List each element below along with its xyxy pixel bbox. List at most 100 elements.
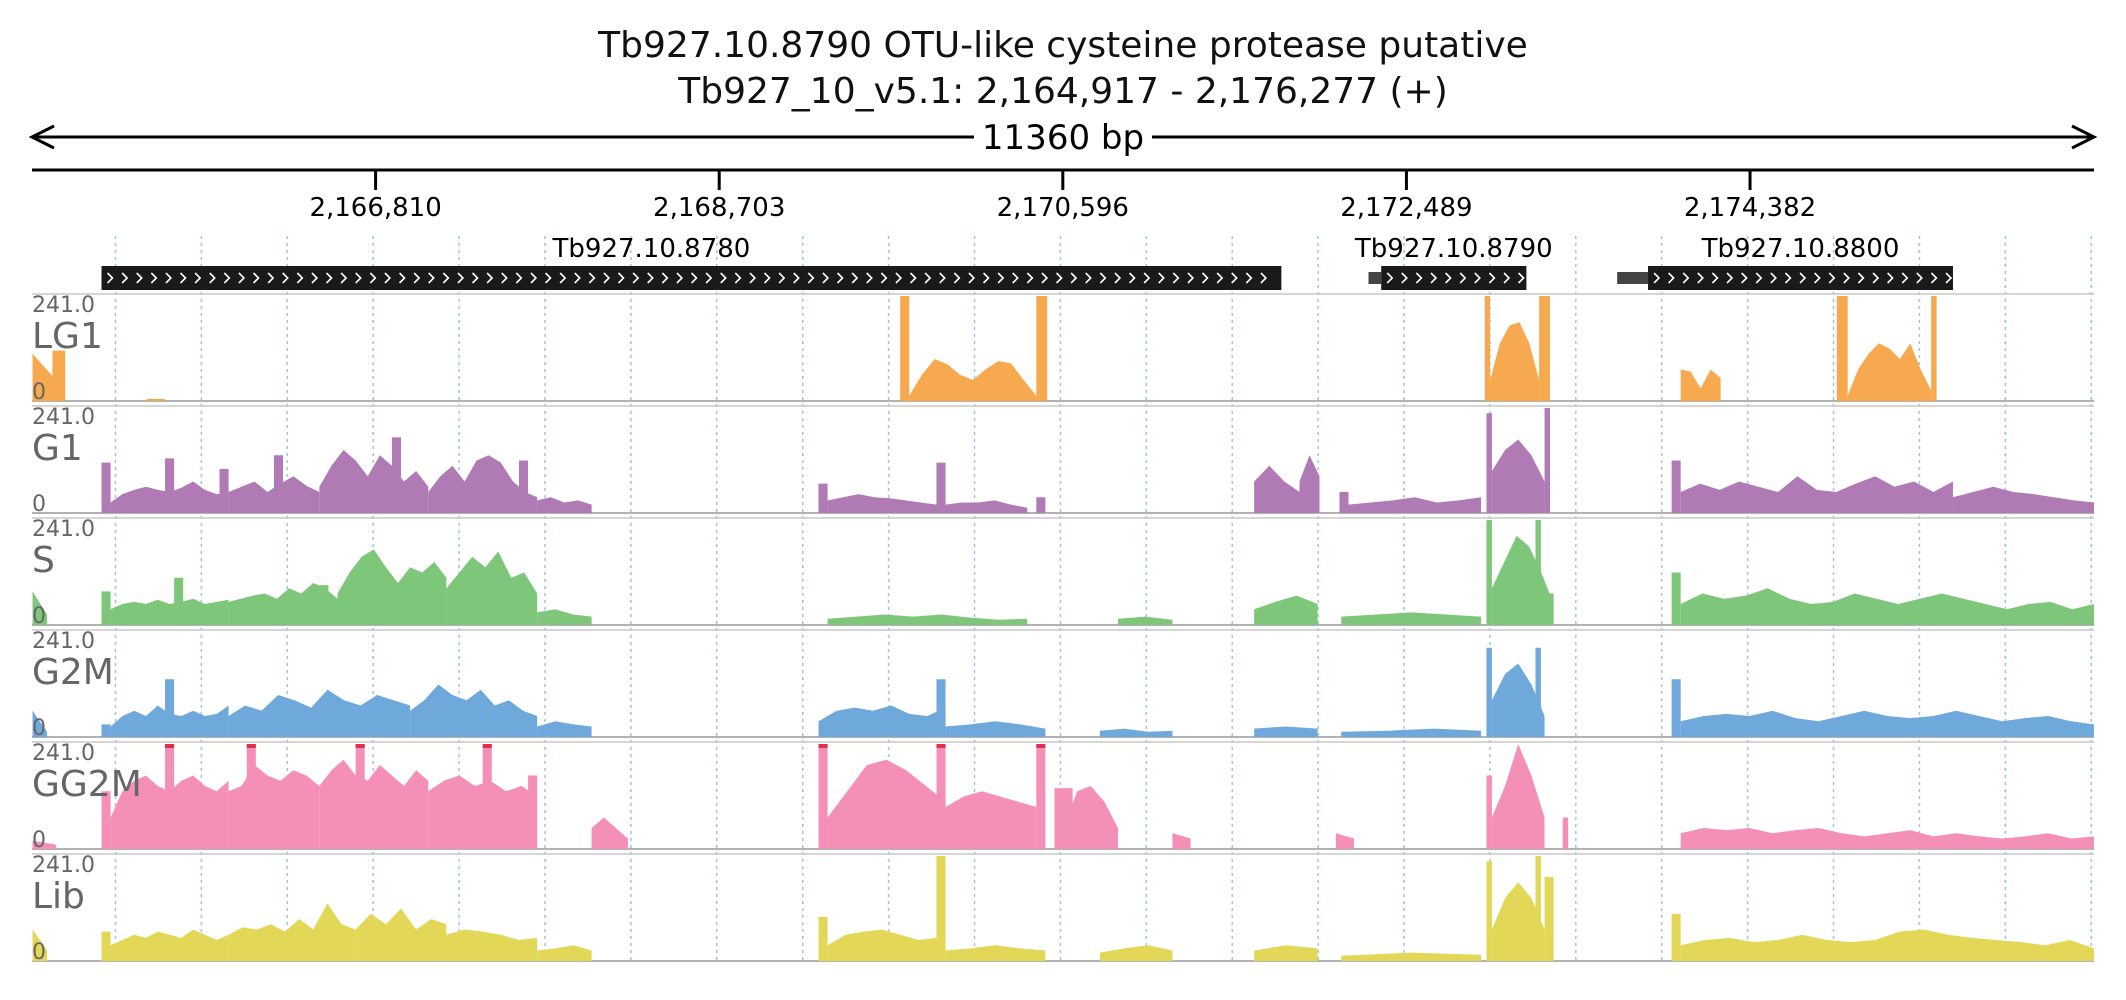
track-name: Lib xyxy=(32,876,85,917)
gene-strand-chevron xyxy=(428,272,435,284)
gene-strand-chevron xyxy=(1231,272,1238,284)
coverage-area xyxy=(101,591,111,625)
gene-strand-chevron xyxy=(1901,272,1909,284)
gene-strand-chevron xyxy=(325,272,333,284)
gene-strand-chevron xyxy=(106,272,114,284)
chart-subtitle: Tb927_10_v5.1: 2,164,917 - 2,176,277 (+) xyxy=(678,71,1448,112)
gene-strand-chevron xyxy=(1697,272,1704,284)
coverage-area xyxy=(1484,296,1491,401)
coverage-area xyxy=(1680,828,2094,849)
coverage-area xyxy=(1099,945,1173,961)
gene-strand-chevron xyxy=(179,272,187,284)
coverage-area xyxy=(1486,861,1492,961)
scale-tick-label: 2,174,382 xyxy=(1684,193,1816,223)
coverage-area xyxy=(936,462,946,513)
coverage-area xyxy=(591,817,628,849)
track-ymax-label: 241.0 xyxy=(32,517,95,542)
gene-strand-chevron xyxy=(398,272,406,284)
coverage-area xyxy=(1535,856,1541,961)
track-name: G1 xyxy=(32,428,83,469)
coverage-area xyxy=(936,679,946,737)
coverage-area xyxy=(1172,833,1191,849)
coverage-area xyxy=(1544,408,1551,513)
gene-strand-chevron xyxy=(1916,272,1923,284)
gene-strand-chevron xyxy=(997,272,1005,284)
gene-strand-chevron xyxy=(632,272,640,284)
gene-strand-chevron xyxy=(311,272,319,284)
gene-strand-chevron xyxy=(1172,272,1180,284)
coverage-area xyxy=(337,549,447,625)
gene-strand-chevron xyxy=(238,272,246,284)
clip-marker xyxy=(936,744,946,748)
coverage-area xyxy=(355,908,447,961)
coverage-area xyxy=(818,916,828,961)
coverage-area xyxy=(1671,913,1681,961)
coverage-area xyxy=(446,929,538,961)
gene-strand-chevron xyxy=(165,272,173,284)
clip-marker xyxy=(165,744,175,748)
gene-strand-chevron xyxy=(121,272,129,284)
chart-title: Tb927.10.8790 OTU-like cysteine protease… xyxy=(598,25,1528,66)
coverage-area xyxy=(1341,612,1482,625)
coverage-area xyxy=(146,398,166,401)
gene-strand-chevron xyxy=(690,272,698,284)
gene-strand-chevron xyxy=(1245,272,1253,284)
coverage-area xyxy=(1671,679,1681,737)
gene-strand-chevron xyxy=(457,272,465,284)
coverage-area xyxy=(165,458,175,513)
coverage-area xyxy=(428,455,538,513)
coverage-area xyxy=(1680,929,2094,961)
coverage-area xyxy=(818,705,946,737)
coverage-area xyxy=(101,462,111,513)
coverage-area xyxy=(945,721,1046,737)
coverage-area xyxy=(1491,663,1545,737)
coverage-area xyxy=(945,500,1028,513)
gene-strand-chevron xyxy=(1474,272,1481,284)
scale-tick-label: 2,170,596 xyxy=(997,193,1129,223)
coverage-area xyxy=(355,744,365,849)
gene-body xyxy=(1381,266,1527,290)
gene-strand-chevron xyxy=(1415,272,1423,284)
gene-strand-chevron xyxy=(544,272,552,284)
gene-strand-chevron xyxy=(150,272,158,284)
coverage-area xyxy=(827,614,1028,625)
gene-strand-chevron xyxy=(355,272,362,284)
coverage-area xyxy=(1486,520,1492,625)
coverage-area xyxy=(32,353,57,401)
coverage-area xyxy=(101,791,111,849)
gene-strand-chevron xyxy=(1799,272,1807,284)
coverage-area xyxy=(446,551,538,625)
gene-strand-chevron xyxy=(982,272,990,284)
gene-strand-chevron xyxy=(866,272,873,284)
gene-strand-chevron xyxy=(209,272,216,284)
coverage-area xyxy=(1036,744,1046,849)
gene-strand-chevron xyxy=(1386,272,1394,284)
coverage-area xyxy=(391,437,402,513)
gene-strand-chevron xyxy=(515,272,523,284)
gene-strand-chevron xyxy=(1012,272,1019,284)
gene-strand-chevron xyxy=(1843,272,1850,284)
track-name: LG1 xyxy=(32,316,103,357)
clip-marker xyxy=(1036,744,1046,748)
track-ymin-label: 0 xyxy=(32,604,46,629)
coverage-area xyxy=(1254,465,1300,513)
gene-strand-chevron xyxy=(223,272,231,284)
gene-strand-chevron xyxy=(1187,272,1195,284)
coverage-area xyxy=(537,609,592,625)
coverage-area xyxy=(1491,744,1545,849)
track-ymin-label: 0 xyxy=(32,380,46,405)
gene-strand-chevron xyxy=(1828,272,1836,284)
coverage-area xyxy=(228,903,356,961)
gene-strand-chevron xyxy=(676,272,684,284)
coverage-area xyxy=(519,460,529,513)
coverage-area xyxy=(1847,343,1932,401)
coverage-area xyxy=(165,744,175,849)
coverage-area xyxy=(1491,535,1554,625)
coverage-area xyxy=(1063,786,1118,849)
gene-strand-chevron xyxy=(530,272,538,284)
gene-strand-chevron xyxy=(705,272,713,284)
gene-strand-chevron xyxy=(1755,272,1763,284)
coverage-area xyxy=(1299,455,1320,513)
coverage-area xyxy=(32,710,48,737)
gene-strand-chevron xyxy=(895,272,903,284)
